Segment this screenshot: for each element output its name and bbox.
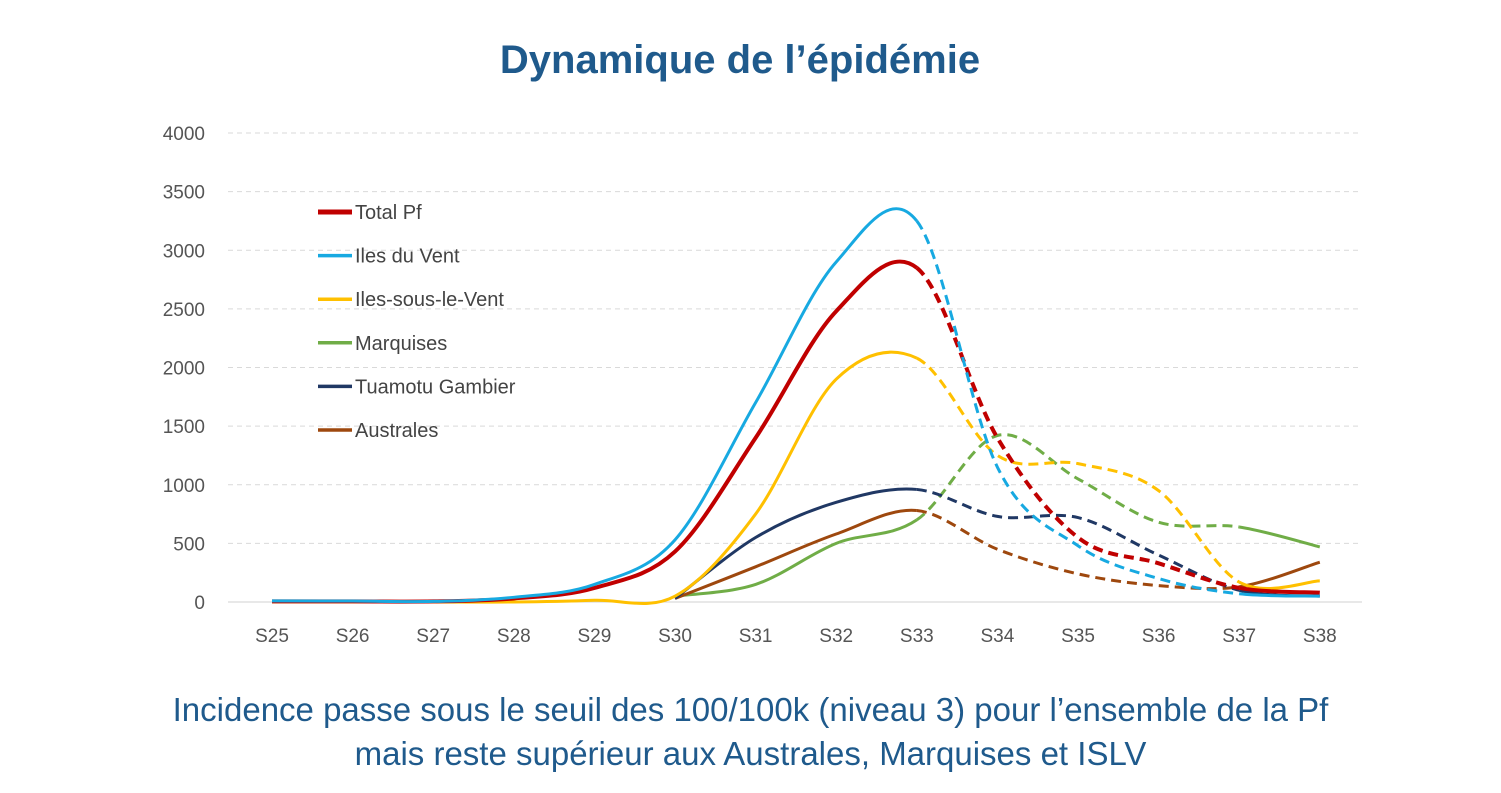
y-tick-label: 1500 (163, 417, 205, 438)
chart-title: Dynamique de l’épidémie (499, 38, 981, 82)
x-tick-label: S31 (739, 626, 773, 647)
x-tick-label: S28 (497, 626, 531, 647)
legend-label: Marquises (355, 333, 447, 355)
chart-caption: Incidence passe sous le seuil des 100/10… (0, 688, 1501, 776)
y-tick-label: 2500 (163, 300, 205, 321)
series-line-dashed (915, 266, 1240, 590)
y-tick-label: 4000 (163, 124, 205, 145)
x-tick-label: S33 (900, 626, 934, 647)
y-tick-label: 3500 (163, 183, 205, 204)
x-tick-label: S27 (416, 626, 450, 647)
series-line-solid (674, 518, 918, 598)
series-line-dashed (916, 356, 1240, 584)
y-tick-label: 2000 (163, 359, 205, 380)
x-tick-label: S38 (1303, 626, 1337, 647)
x-tick-label: S29 (577, 626, 611, 647)
series-line-solid (1238, 579, 1320, 590)
series-line-solid (271, 207, 918, 604)
series-line-solid (674, 508, 917, 600)
legend-label: Iles du Vent (355, 246, 460, 268)
x-tick-label: S36 (1142, 626, 1176, 647)
x-tick-label: S34 (980, 626, 1014, 647)
series-line-dashed (916, 509, 1240, 591)
y-tick-label: 1000 (163, 476, 205, 497)
series-line-solid (1238, 525, 1321, 549)
series-line-dashed (915, 220, 1240, 596)
legend-label: Total Pf (355, 202, 422, 224)
y-tick-label: 3000 (163, 241, 205, 262)
legend-label: Australes (355, 420, 438, 442)
x-tick-label: S25 (255, 626, 289, 647)
x-tick-label: S32 (819, 626, 853, 647)
y-tick-label: 0 (194, 593, 205, 614)
y-tick-label: 500 (173, 534, 205, 555)
x-tick-label: S30 (658, 626, 692, 647)
series-line-solid (1239, 592, 1320, 598)
legend-label: Tuamotu Gambier (355, 376, 516, 398)
caption-line-2: mais reste supérieur aux Australes, Marq… (354, 735, 1147, 772)
x-tick-label: S35 (1061, 626, 1095, 647)
caption-line-1: Incidence passe sous le seuil des 100/10… (172, 691, 1329, 728)
series-line-dashed (915, 433, 1240, 529)
x-tick-label: S26 (336, 626, 370, 647)
legend-label: Iles-sous-le-Vent (355, 289, 504, 311)
series-line-solid (1238, 585, 1320, 595)
x-tick-label: S37 (1222, 626, 1256, 647)
series-line-dashed (916, 487, 1240, 592)
